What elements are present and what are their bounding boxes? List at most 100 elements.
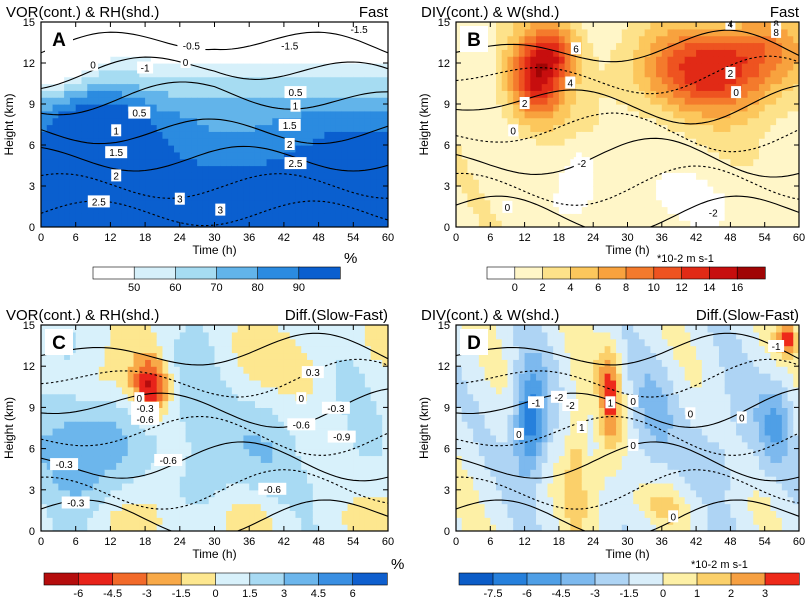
field-cell (307, 186, 314, 194)
field-cell (793, 206, 799, 214)
field-cell (747, 206, 754, 214)
field-cell (243, 206, 250, 214)
field-cell (513, 49, 520, 57)
y-tick-label: 9 (444, 99, 450, 111)
field-cell (598, 117, 606, 126)
field-cell (484, 199, 491, 208)
field-cell (243, 345, 250, 354)
field-cell (530, 179, 537, 187)
field-cell (249, 186, 256, 194)
field-cell (730, 186, 737, 194)
field-cell (237, 325, 245, 333)
field-cell (52, 104, 59, 112)
field-cell (330, 151, 337, 160)
field-cell (638, 49, 646, 57)
contour-label-box (137, 61, 154, 74)
field-cell (116, 455, 123, 463)
field-cell (75, 56, 83, 64)
field-cell (667, 131, 674, 139)
field-cell (52, 503, 59, 511)
field-cell (179, 462, 187, 470)
field-cell (536, 63, 543, 71)
field-cell (168, 393, 175, 402)
field-cell (587, 22, 594, 30)
field-cell (576, 199, 583, 208)
field-cell (104, 206, 111, 214)
field-cell (610, 104, 617, 112)
field-cell (260, 56, 268, 64)
field-cell (162, 49, 169, 57)
field-cell (587, 110, 594, 119)
field-cell (353, 63, 360, 71)
field-cell (598, 165, 606, 173)
field-cell (301, 22, 308, 30)
field-cell (741, 63, 749, 71)
field-cell (127, 503, 135, 511)
field-cell (110, 462, 117, 470)
field-cell (127, 192, 135, 201)
field-cell (133, 503, 140, 511)
field-cell (191, 503, 198, 511)
field-cell (150, 517, 158, 525)
field-cell (713, 165, 720, 173)
field-cell (104, 455, 111, 463)
field-cell (587, 158, 594, 167)
field-cell (150, 90, 158, 98)
field-cell (121, 400, 129, 408)
field-cell (220, 220, 227, 227)
field-cell (197, 213, 204, 221)
field-cell (179, 131, 187, 139)
field-cell (174, 434, 181, 443)
field-cell (530, 158, 537, 167)
field-cell (191, 455, 198, 463)
field-cell (266, 124, 273, 132)
field-cell (621, 145, 629, 153)
field-cell (793, 56, 799, 64)
field-cell (598, 97, 606, 105)
field-cell (513, 151, 520, 160)
field-cell (162, 524, 169, 531)
field-cell (656, 138, 663, 146)
field-cell (570, 213, 577, 221)
field-cell (179, 434, 187, 443)
field-cell (139, 49, 146, 57)
field-cell (359, 76, 366, 85)
field-cell (696, 158, 703, 167)
field-cell (272, 138, 279, 146)
field-cell (133, 158, 140, 167)
field-cell (110, 220, 117, 227)
field-cell (150, 63, 158, 71)
field-cell (139, 379, 146, 388)
field-cell (179, 393, 187, 402)
field-cell (191, 28, 198, 37)
field-cell (237, 414, 245, 422)
field-cell (46, 206, 54, 214)
field-cell (208, 524, 216, 531)
field-cell (718, 131, 726, 139)
field-cell (558, 22, 566, 30)
field-cell (46, 366, 54, 374)
field-cell (324, 97, 331, 105)
field-cell (576, 124, 583, 132)
field-cell (145, 373, 152, 381)
field-cell (191, 90, 198, 98)
field-cell (208, 448, 216, 457)
field-cell (145, 421, 152, 429)
field-cell (254, 220, 262, 227)
field-cell (133, 97, 140, 105)
field-cell (484, 76, 491, 85)
field-cell (713, 124, 720, 132)
field-cell (536, 35, 543, 44)
field-cell (650, 104, 657, 112)
field-cell (364, 206, 372, 214)
field-cell (576, 110, 583, 119)
field-cell (724, 117, 731, 126)
field-cell (604, 186, 611, 194)
field-cell (168, 49, 175, 57)
field-cell (272, 172, 279, 180)
field-cell (69, 158, 77, 167)
field-cell (501, 158, 509, 167)
field-cell (156, 124, 164, 132)
field-cell (507, 145, 514, 153)
field-cell (758, 28, 766, 37)
